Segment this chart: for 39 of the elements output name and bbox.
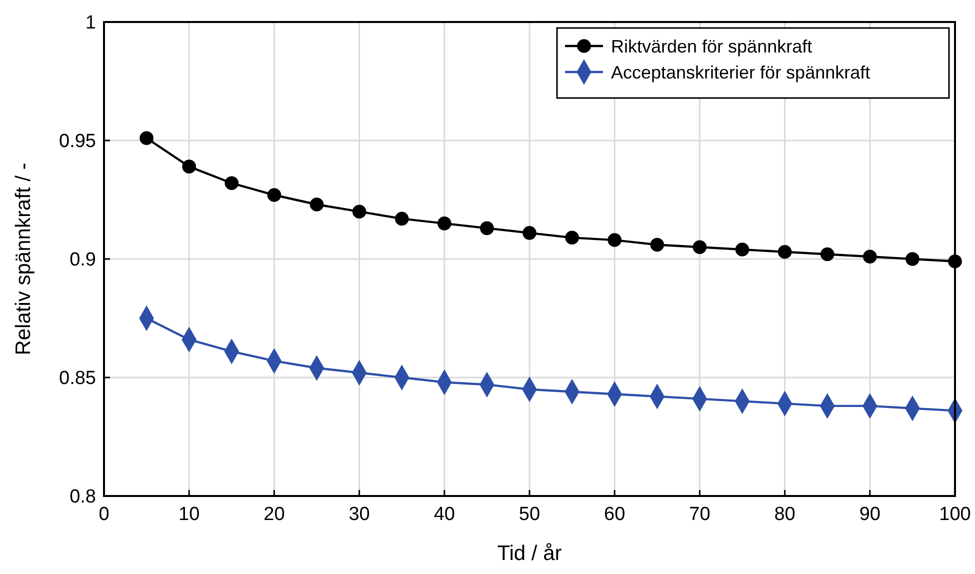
point (522, 226, 536, 240)
x-tick-label: 30 (348, 504, 370, 525)
x-axis-title: Tid / år (497, 542, 562, 565)
point (906, 252, 920, 266)
y-tick-label: 1 (85, 12, 96, 34)
point (224, 176, 239, 190)
point (480, 221, 494, 236)
x-tick-label: 40 (434, 504, 455, 525)
point (140, 131, 154, 146)
point (862, 250, 877, 264)
point (778, 244, 792, 259)
x-tick-label: 50 (518, 504, 540, 525)
x-tick-label: 10 (178, 504, 200, 525)
legend-label: Acceptanskriterier för spännkraft (611, 62, 870, 82)
y-tick-label: 0.9 (70, 250, 96, 271)
x-tick-label: 60 (604, 504, 626, 525)
y-tick-label: 0.85 (59, 368, 96, 390)
point (650, 238, 664, 252)
y-tick-label: 0.95 (59, 131, 96, 152)
x-tick-label: 20 (264, 504, 285, 525)
point (437, 216, 452, 230)
x-tick-label: 70 (689, 504, 710, 525)
point (820, 247, 834, 262)
point (692, 240, 707, 254)
point (352, 204, 366, 218)
point (565, 230, 579, 245)
point (182, 160, 196, 174)
x-tick-label: 0 (98, 504, 110, 525)
y-tick-label: 0.8 (70, 486, 96, 508)
x-tick-label: 100 (939, 504, 971, 525)
legend-label: Riktvärden för spännkraft (611, 36, 812, 56)
point (608, 233, 622, 247)
point (267, 188, 282, 202)
point (310, 198, 324, 212)
point (394, 212, 409, 226)
point (735, 242, 750, 256)
x-tick-label: 80 (774, 504, 796, 525)
x-tick-label: 90 (859, 504, 880, 525)
y-axis-title: Relativ spännkraft / - (12, 162, 35, 356)
